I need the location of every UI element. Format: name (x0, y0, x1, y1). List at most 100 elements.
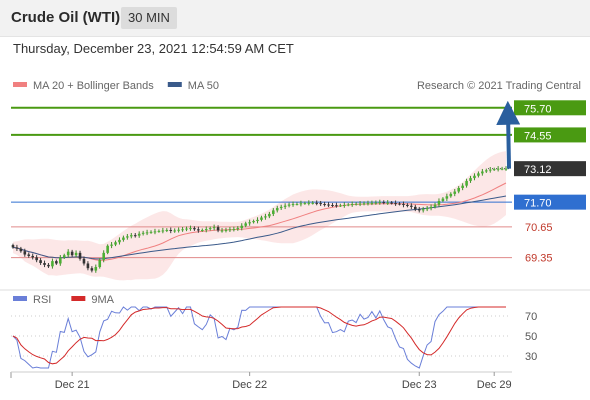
candle-114 (461, 183, 464, 191)
candle-body (62, 255, 66, 258)
candle-body (441, 198, 445, 201)
candle-body (51, 261, 54, 267)
candle-35 (149, 230, 153, 234)
candle-102 (414, 204, 417, 212)
candles (11, 166, 508, 273)
instrument-title: Crude Oil (WTI) (11, 9, 121, 26)
candle-4 (27, 252, 31, 258)
candle-body (122, 237, 125, 240)
candle-56 (232, 226, 236, 232)
candle-110 (445, 193, 449, 201)
credit-text: Research © 2021 Trading Central (417, 80, 581, 92)
candle-body (492, 169, 496, 171)
candle-body (141, 232, 145, 234)
candle-9 (47, 263, 50, 269)
rsi-ma-line (12, 306, 506, 365)
candle-58 (240, 223, 244, 231)
candle-body (473, 175, 476, 179)
candle-71 (291, 201, 295, 207)
candle-body (228, 229, 232, 231)
candle-22 (98, 258, 102, 269)
rsi-legend-swatch-1 (71, 296, 86, 301)
bollinger-band (13, 151, 506, 281)
candle-body (485, 170, 488, 172)
candle-body (208, 228, 212, 230)
candle-body (15, 247, 19, 249)
candle-body (189, 228, 192, 230)
candle-82 (335, 202, 338, 208)
candle-body (118, 239, 121, 243)
candle-body (90, 268, 94, 271)
candle-body (394, 203, 397, 205)
candle-body (232, 229, 236, 231)
candle-43 (181, 226, 184, 232)
x-tick-dec-22: Dec 22 (232, 379, 267, 391)
candle-37 (157, 229, 161, 233)
candle-42 (177, 227, 180, 233)
candle-103 (417, 206, 421, 213)
candle-1 (15, 244, 19, 251)
candle-body (350, 204, 354, 206)
candle-body (260, 217, 263, 220)
candle-123 (496, 166, 500, 172)
candle-112 (453, 189, 457, 197)
candle-17 (78, 250, 82, 261)
candle-body (114, 242, 117, 245)
candle-98 (398, 202, 401, 206)
candle-body (496, 168, 500, 170)
candle-body (378, 202, 382, 204)
level-tag-74.55 (514, 127, 586, 143)
candle-body (488, 169, 492, 171)
ma50-line (12, 195, 507, 260)
candle-50 (208, 226, 212, 231)
level-label-71.70: 71.70 (524, 198, 552, 210)
candle-79 (323, 201, 326, 207)
candle-48 (201, 228, 204, 232)
candle-111 (449, 192, 453, 198)
candle-61 (252, 219, 255, 224)
candle-99 (402, 201, 405, 208)
candle-body (102, 252, 105, 260)
candle-body (315, 202, 318, 204)
candle-body (252, 221, 255, 223)
candle-70 (287, 202, 291, 208)
timeframe-badge[interactable]: 30 MIN (121, 7, 177, 29)
candle-body (307, 202, 311, 204)
candle-27 (118, 237, 121, 245)
candle-body (331, 204, 334, 206)
candle-body (43, 263, 46, 265)
level-tag-73.12 (514, 161, 586, 177)
candle-body (429, 206, 433, 209)
level-tag-71.70 (514, 194, 586, 210)
candle-3 (23, 248, 27, 257)
level-label-75.70: 75.70 (524, 103, 552, 115)
level-label-74.55: 74.55 (524, 130, 552, 142)
candle-body (177, 229, 180, 231)
candle-body (169, 229, 173, 231)
candle-body (402, 204, 405, 206)
candle-65 (268, 211, 271, 219)
candle-105 (425, 205, 429, 212)
candle-body (477, 173, 480, 176)
candle-54 (224, 227, 228, 233)
candle-body (126, 236, 129, 238)
candle-25 (110, 242, 113, 249)
level-label-73.12: 73.12 (524, 164, 552, 176)
candle-120 (485, 168, 488, 173)
candle-body (481, 171, 484, 174)
candle-18 (82, 256, 86, 266)
candle-body (236, 228, 240, 230)
candle-59 (244, 221, 247, 228)
level-label-70.65: 70.65 (525, 222, 553, 234)
candle-77 (315, 200, 318, 206)
candle-6 (35, 255, 38, 263)
candle-body (94, 267, 98, 271)
candle-7 (39, 258, 42, 265)
candle-36 (153, 228, 157, 235)
candle-body (500, 168, 504, 170)
candle-108 (437, 198, 441, 207)
candle-body (224, 229, 228, 231)
candle-34 (145, 229, 149, 236)
candle-body (204, 229, 208, 231)
